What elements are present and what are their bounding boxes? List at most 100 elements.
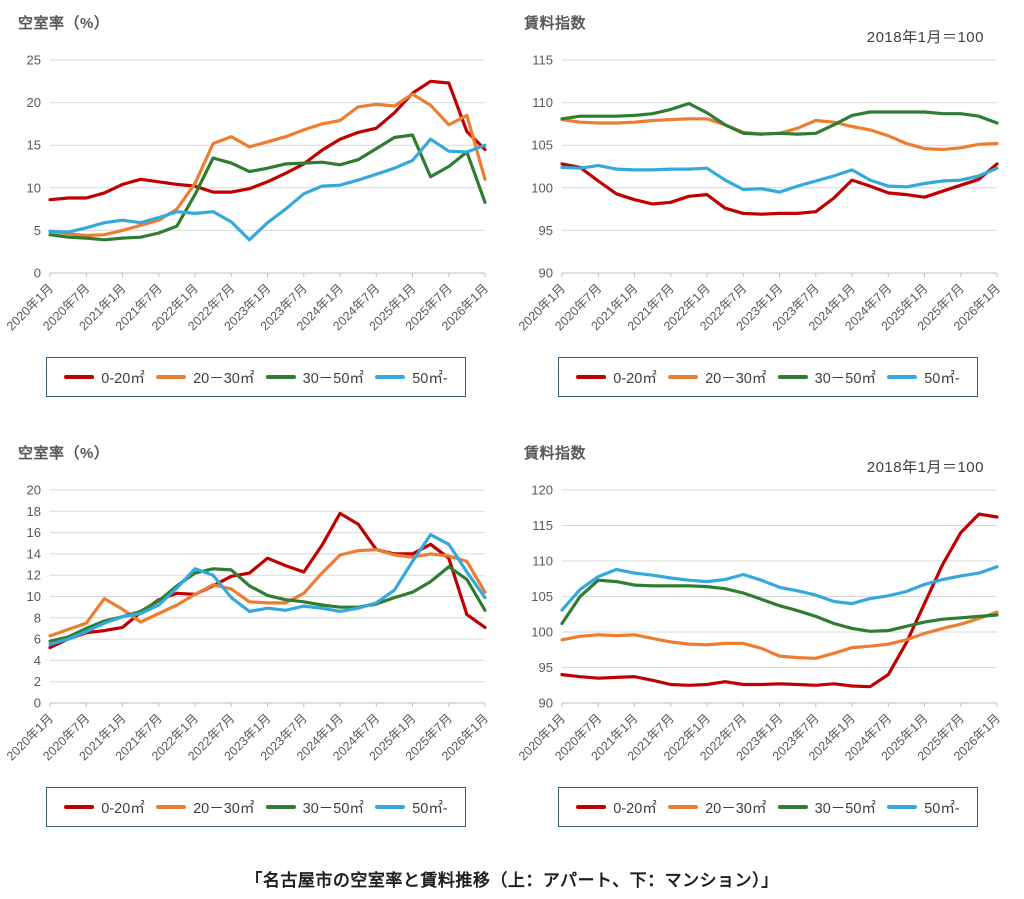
y-tick-label: 110 [532,554,553,569]
y-tick-label: 115 [532,53,553,68]
series-line-50㎡- [560,565,999,612]
legend-box: 0-20㎡ 20－30㎡ 30－50㎡ 50㎡- [46,787,466,827]
legend-item: 20－30㎡ [668,797,766,818]
legend-swatch [375,374,406,380]
mansion-rent-index-chart: 90951001051101151202020年1月2020年7月2021年1月… [516,483,1003,764]
legend-label: 0-20㎡ [101,800,145,817]
chart-apartment-rent-index: 賃料指数 2018年1月＝100 90 95 100 105 110 115 2020年1月… [512,0,1024,430]
y-tick-label: 16 [27,525,41,540]
chart-mansion-rent-index: 賃料指数 2018年1月＝100 90 95 100 105 110 115 120 2020… [512,430,1024,856]
legend-swatch [64,374,95,380]
legend-item: 30－50㎡ [777,797,876,818]
legend-swatch [265,374,296,380]
y-tick-label: 2 [34,674,41,689]
y-tick-label: 10 [27,180,41,195]
legend-item: 0-20㎡ [64,797,145,818]
series-line-0-20㎡ [560,512,999,689]
legend-item: 0-20㎡ [64,367,145,388]
series-line-20－30㎡ [560,610,999,660]
legend-item: 50㎡- [375,797,448,818]
mansion-vacancy-chart: 024681012141618202020年1月2020年7月2021年1月20… [4,483,491,764]
chart-apartment-vacancy: 空室率（%） 0 5 10 15 20 25 2020年1月 2020年7月 2021年1月 20… [0,0,512,430]
legend-label: 20－30㎡ [193,370,255,387]
y-tick-label: 25 [27,53,41,68]
legend-swatch [777,374,808,380]
series-line-0-20㎡ [560,162,999,216]
legend-swatch [668,374,699,380]
legend-swatch [668,804,699,810]
legend-swatch [576,374,607,380]
legend-item: 50㎡- [887,367,960,388]
legend-swatch [887,374,918,380]
legend-item: 30－50㎡ [265,797,364,818]
y-tick-label: 14 [27,546,41,561]
legend-swatch [375,804,406,810]
apartment-vacancy-chart: 05101520252020年1月2020年7月2021年1月2021年7月20… [4,53,491,334]
legend-swatch [576,804,607,810]
y-tick-label: 90 [539,266,553,281]
series-line-20－30㎡ [48,547,487,638]
legend-box: 0-20㎡ 20－30㎡ 30－50㎡ 50㎡- [558,357,978,397]
y-tick-label: 15 [27,138,41,153]
charts-grid: 空室率（%） 0 5 10 15 20 25 2020年1月 2020年7月 2021年1月 20… [0,0,1024,856]
legend-label: 20－30㎡ [705,370,767,387]
legend-swatch [265,804,296,810]
y-tick-label: 90 [539,696,553,711]
legend-label: 50㎡- [412,800,448,817]
legend-item: 20－30㎡ [156,797,254,818]
y-tick-label: 12 [27,568,41,583]
series-line-50㎡- [48,533,487,646]
legend-item: 0-20㎡ [576,367,657,388]
legend-label: 0-20㎡ [101,370,145,387]
figure-caption: 「名古屋市の空室率と賃料推移（上：アパート、下：マンション）」 [245,871,779,890]
series-line-30－50㎡ [560,101,999,136]
index-base-note: 2018年1月＝100 [866,459,984,476]
legend-label: 30－50㎡ [814,370,876,387]
legend-box: 0-20㎡ 20－30㎡ 30－50㎡ 50㎡- [46,357,466,397]
chart-title: 空室率（%） [18,15,110,32]
legend-item: 50㎡- [887,797,960,818]
legend-item: 50㎡- [375,367,448,388]
y-tick-label: 120 [531,483,553,498]
y-tick-label: 100 [531,625,553,640]
index-base-note: 2018年1月＝100 [866,29,984,46]
legend-swatch [887,804,918,810]
legend-label: 50㎡- [412,370,448,387]
legend-label: 50㎡- [924,800,960,817]
legend-label: 0-20㎡ [613,800,657,817]
y-tick-label: 100 [531,180,553,195]
series-line-20－30㎡ [48,92,487,238]
legend-item: 20－30㎡ [668,367,766,388]
chart-title: 空室率（%） [18,445,110,462]
series-line-30－50㎡ [48,133,487,242]
series-line-30－50㎡ [560,578,999,633]
legend-swatch [156,374,187,380]
y-tick-label: 105 [531,589,553,604]
series-line-50㎡- [48,137,487,242]
legend-swatch [156,804,187,810]
y-tick-label: 95 [539,223,553,238]
series-line-50㎡- [560,164,999,194]
y-tick-label: 4 [34,653,41,668]
y-tick-label: 115 [532,518,553,533]
y-tick-label: 105 [531,138,553,153]
legend-label: 20－30㎡ [193,800,255,817]
chart-mansion-vacancy: 空室率（%） 0 2 4 6 8 10 12 14 16 18 20 2020年1月 2020年7月 20… [0,430,512,856]
series-line-0-20㎡ [48,511,487,650]
y-tick-label: 18 [27,504,41,519]
legend-label: 30－50㎡ [302,370,364,387]
legend-label: 30－50㎡ [302,800,364,817]
apartment-rent-index-chart: 90951001051101152020年1月2020年7月2021年1月202… [516,53,1003,334]
chart-title: 賃料指数 [524,445,587,462]
chart-title: 賃料指数 [524,15,587,32]
legend-swatch [777,804,808,810]
y-tick-label: 5 [34,223,41,238]
legend-label: 30－50㎡ [814,800,876,817]
y-tick-label: 0 [34,266,41,281]
y-tick-label: 20 [27,95,41,110]
y-tick-label: 10 [27,589,41,604]
y-tick-label: 110 [532,95,553,110]
y-tick-label: 0 [34,696,41,711]
y-tick-label: 6 [34,632,41,647]
legend-swatch [64,804,95,810]
